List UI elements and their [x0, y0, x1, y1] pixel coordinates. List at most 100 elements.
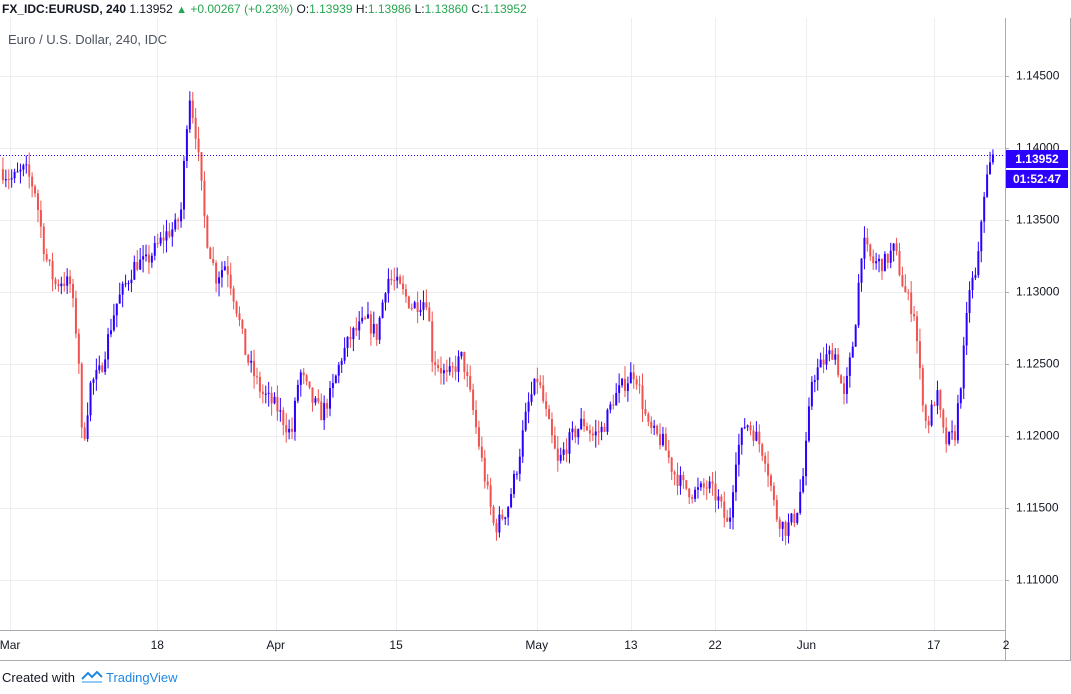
candle-body [787, 522, 790, 536]
candle-body [182, 160, 185, 210]
candle-body [924, 405, 927, 421]
price-change: +0.00267 (+0.23%) [190, 2, 294, 16]
candle-body [25, 164, 28, 166]
y-tick-label: 1.12000 [1016, 429, 1060, 443]
candle-body [965, 312, 968, 346]
candle-body [717, 496, 720, 501]
candle-body [349, 336, 352, 340]
candle-body [171, 229, 174, 237]
candle-body [92, 379, 95, 383]
candle-body [936, 390, 939, 406]
candle-body [477, 427, 480, 447]
candle-body [781, 521, 784, 529]
candle-body [331, 383, 334, 389]
candle-body [180, 209, 183, 222]
candle-body [991, 154, 994, 163]
candle-body [696, 487, 699, 490]
candle-body [197, 138, 200, 153]
candle-body [299, 372, 302, 385]
candle-body [746, 425, 749, 428]
candle-body [472, 389, 475, 411]
candle-body [451, 366, 454, 368]
candle-body [974, 275, 977, 278]
last-price: 1.13952 [129, 2, 173, 16]
candle-body [545, 401, 548, 409]
candle-body [921, 368, 924, 406]
candle-body [104, 359, 107, 372]
candle-body [927, 420, 930, 426]
candle-body [387, 278, 390, 294]
candle-body [685, 480, 688, 489]
tradingview-logo-icon[interactable] [80, 664, 103, 694]
candle-body [317, 398, 320, 402]
bar-countdown-tag: 01:52:47 [1006, 170, 1068, 188]
candle-body [986, 174, 989, 197]
candle-body [559, 454, 562, 461]
candle-body [431, 321, 434, 363]
candle-body [416, 302, 419, 312]
candle-body [802, 476, 805, 492]
candle-body [366, 314, 369, 319]
candle-body [127, 283, 130, 285]
candle-body [258, 376, 261, 392]
price-chart[interactable]: 1.11000 1.11500 1.12000 1.12500 1.13000 1.135… [0, 18, 1071, 661]
chart-frame[interactable]: 1.11000 1.11500 1.12000 1.12500 1.13000 1.135… [0, 18, 1071, 661]
candle-body [393, 280, 396, 282]
candle-body [793, 513, 796, 523]
candle-body [828, 350, 831, 355]
candle-body [810, 381, 813, 407]
candle-body [609, 404, 612, 410]
candle-body [241, 320, 244, 329]
candle-body [951, 431, 954, 433]
x-tick-label: 17 [927, 638, 941, 652]
candle-body [334, 375, 337, 384]
candle-body [667, 450, 670, 458]
candle-body [226, 266, 229, 275]
candle-body [466, 371, 469, 376]
candle-body [699, 483, 702, 488]
candle-body [845, 375, 848, 394]
candle-body [883, 253, 886, 272]
candle-body [898, 251, 901, 276]
candle-body [469, 375, 472, 390]
candle-body [875, 261, 878, 264]
candle-body [381, 302, 384, 318]
high-label: H: [355, 2, 368, 16]
candle-body [460, 351, 463, 357]
candle-body [311, 387, 314, 403]
candle-body [632, 372, 635, 380]
candle-body [302, 372, 305, 376]
candle-body [848, 357, 851, 376]
candle-body [200, 152, 203, 181]
candle-body [308, 381, 311, 388]
candle-body [60, 283, 63, 287]
candle-body [726, 517, 729, 522]
candle-body [594, 431, 597, 436]
candle-body [834, 354, 837, 360]
candle-body [112, 315, 115, 331]
candle-body [878, 258, 881, 262]
candle-body [39, 210, 42, 227]
candle-body [264, 393, 267, 395]
candle-body [457, 356, 460, 372]
candle-body [863, 237, 866, 259]
low-label: L: [414, 2, 425, 16]
candle-body [86, 415, 89, 439]
candle-body [501, 514, 504, 519]
candle-body [764, 455, 767, 464]
candle-body [586, 426, 589, 431]
tradingview-link[interactable]: TradingView [106, 670, 178, 685]
candle-body [486, 481, 489, 486]
candle-body [515, 473, 518, 475]
candle-body [483, 457, 486, 482]
candle-body [945, 427, 948, 445]
candle-body [904, 286, 907, 293]
candle-body [343, 347, 346, 361]
candle-body [755, 431, 758, 441]
candle-body [767, 463, 770, 476]
candle-body [778, 519, 781, 529]
candle-body [369, 314, 372, 334]
up-arrow-icon: ▲ [176, 4, 187, 16]
candle-body [282, 410, 285, 426]
x-tick-label: 13 [624, 638, 638, 652]
